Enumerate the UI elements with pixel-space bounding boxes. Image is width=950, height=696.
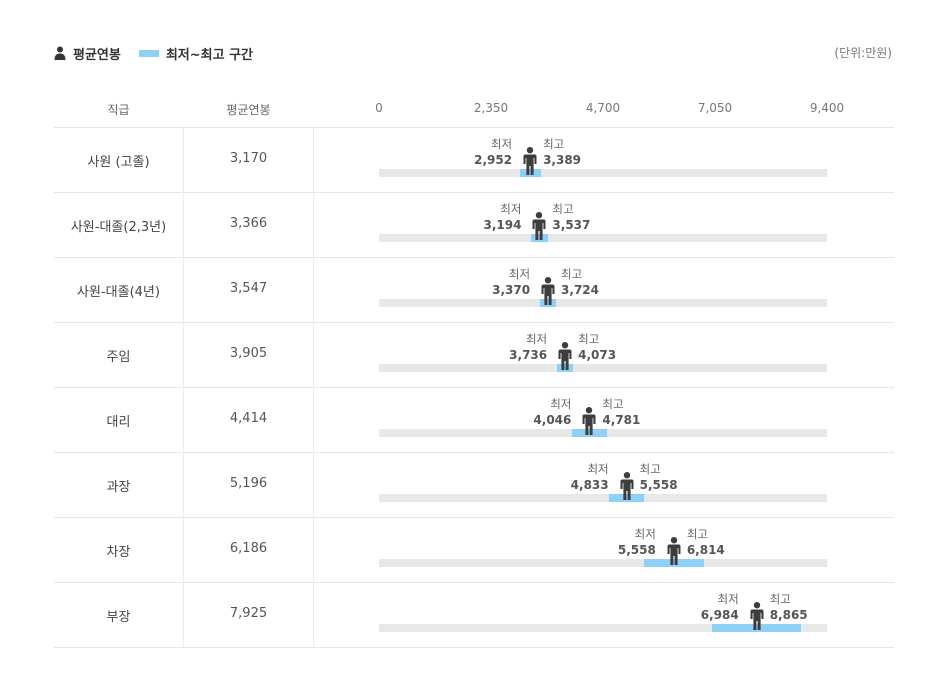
salary-range-bar [531,234,548,242]
rank-label: 부장 [106,610,131,625]
min-caption: 최저 [550,397,572,411]
salary-range-bar [571,429,607,437]
range-swatch-icon [138,49,159,57]
rank-label: 사원-대졸(4년) [77,285,160,300]
min-caption: 최저 [587,462,609,476]
max-caption: 최고 [639,462,661,476]
rank-label: 대리 [106,415,131,430]
average-marker-icon [539,277,557,305]
max-value-label: 8,865 [769,608,808,622]
min-caption: 최저 [717,592,739,606]
rank-label: 주임 [106,350,131,365]
row-divider [54,582,894,583]
range-track [379,299,827,307]
average-marker-icon [580,407,598,435]
average-salary: 3,547 [229,281,268,296]
salary-range-bar [711,624,802,632]
min-value-label: 6,984 [700,608,739,622]
average-salary: 6,186 [229,541,268,556]
person-icon [54,46,66,60]
average-marker-icon [530,212,548,240]
max-value-label: 3,389 [543,153,582,167]
max-caption: 최고 [578,332,600,346]
rank-label: 사원 (고졸) [87,155,150,170]
header-divider [54,127,894,128]
header-average: 평균연봉 [226,103,271,117]
average-marker-icon [665,537,683,565]
average-marker-icon [556,342,574,370]
axis-tick-label: 2,350 [473,101,509,115]
max-value-label: 6,814 [686,543,725,557]
header-rank: 직급 [107,103,130,117]
max-value-label: 5,558 [639,478,678,492]
min-value-label: 4,833 [570,478,609,492]
row-divider [54,387,894,388]
min-value-label: 2,952 [474,153,513,167]
salary-range-bar [609,494,644,502]
row-divider [54,257,894,258]
max-value-label: 4,073 [578,348,617,362]
salary-range-bar [643,559,704,567]
min-value-label: 3,736 [509,348,548,362]
range-track [379,364,827,372]
average-marker-icon [521,147,539,175]
range-track [379,624,827,632]
min-value-label: 4,046 [533,413,572,427]
rank-label: 과장 [106,480,131,495]
min-caption: 최저 [508,267,531,281]
min-value-label: 3,370 [492,283,531,297]
average-salary: 7,925 [229,606,268,621]
range-track [379,234,827,242]
max-caption: 최고 [602,397,624,411]
row-divider [54,322,894,323]
range-track [379,559,827,567]
min-caption: 최저 [500,202,522,216]
max-caption: 최고 [543,137,565,151]
legend: 평균연봉 최저~최고 구간 [54,44,254,63]
rank-label: 사원-대졸(2,3년) [70,220,167,235]
salary-range-bar [519,169,541,177]
max-value-label: 3,724 [561,283,600,297]
legend-range-label: 최저~최고 구간 [165,47,254,63]
salary-range-bar [539,299,557,307]
axis-tick-label: 7,050 [697,101,733,115]
max-caption: 최고 [552,202,574,216]
average-salary: 5,196 [229,476,268,491]
row-divider [54,517,894,518]
range-track [379,494,827,502]
average-salary: 3,170 [229,151,268,166]
axis-tick-label: 9,400 [809,101,845,115]
range-track [379,169,827,177]
average-marker-icon [618,472,636,500]
axis-tick-label: 4,700 [585,101,621,115]
average-salary: 4,414 [229,411,268,426]
legend-average-label: 평균연봉 [73,47,121,63]
row-divider [54,452,894,453]
average-salary: 3,905 [229,346,268,361]
unit-label: (단위:만원) [834,46,892,60]
column-divider [313,127,314,647]
average-marker-icon [748,602,766,630]
max-caption: 최고 [769,592,791,606]
max-value-label: 4,781 [602,413,641,427]
min-value-label: 5,558 [617,543,656,557]
average-salary: 3,366 [229,216,268,231]
rank-label: 차장 [106,545,131,560]
min-caption: 최저 [525,332,548,346]
min-caption: 최저 [490,137,513,151]
row-divider [54,647,894,648]
axis-tick-label: 0 [375,101,383,115]
column-divider [183,127,184,647]
min-caption: 최저 [634,527,656,541]
row-divider [54,192,894,193]
max-caption: 최고 [686,527,708,541]
min-value-label: 3,194 [483,218,522,232]
max-value-label: 3,537 [552,218,591,232]
max-caption: 최고 [561,267,583,281]
salary-range-bar [557,364,574,372]
